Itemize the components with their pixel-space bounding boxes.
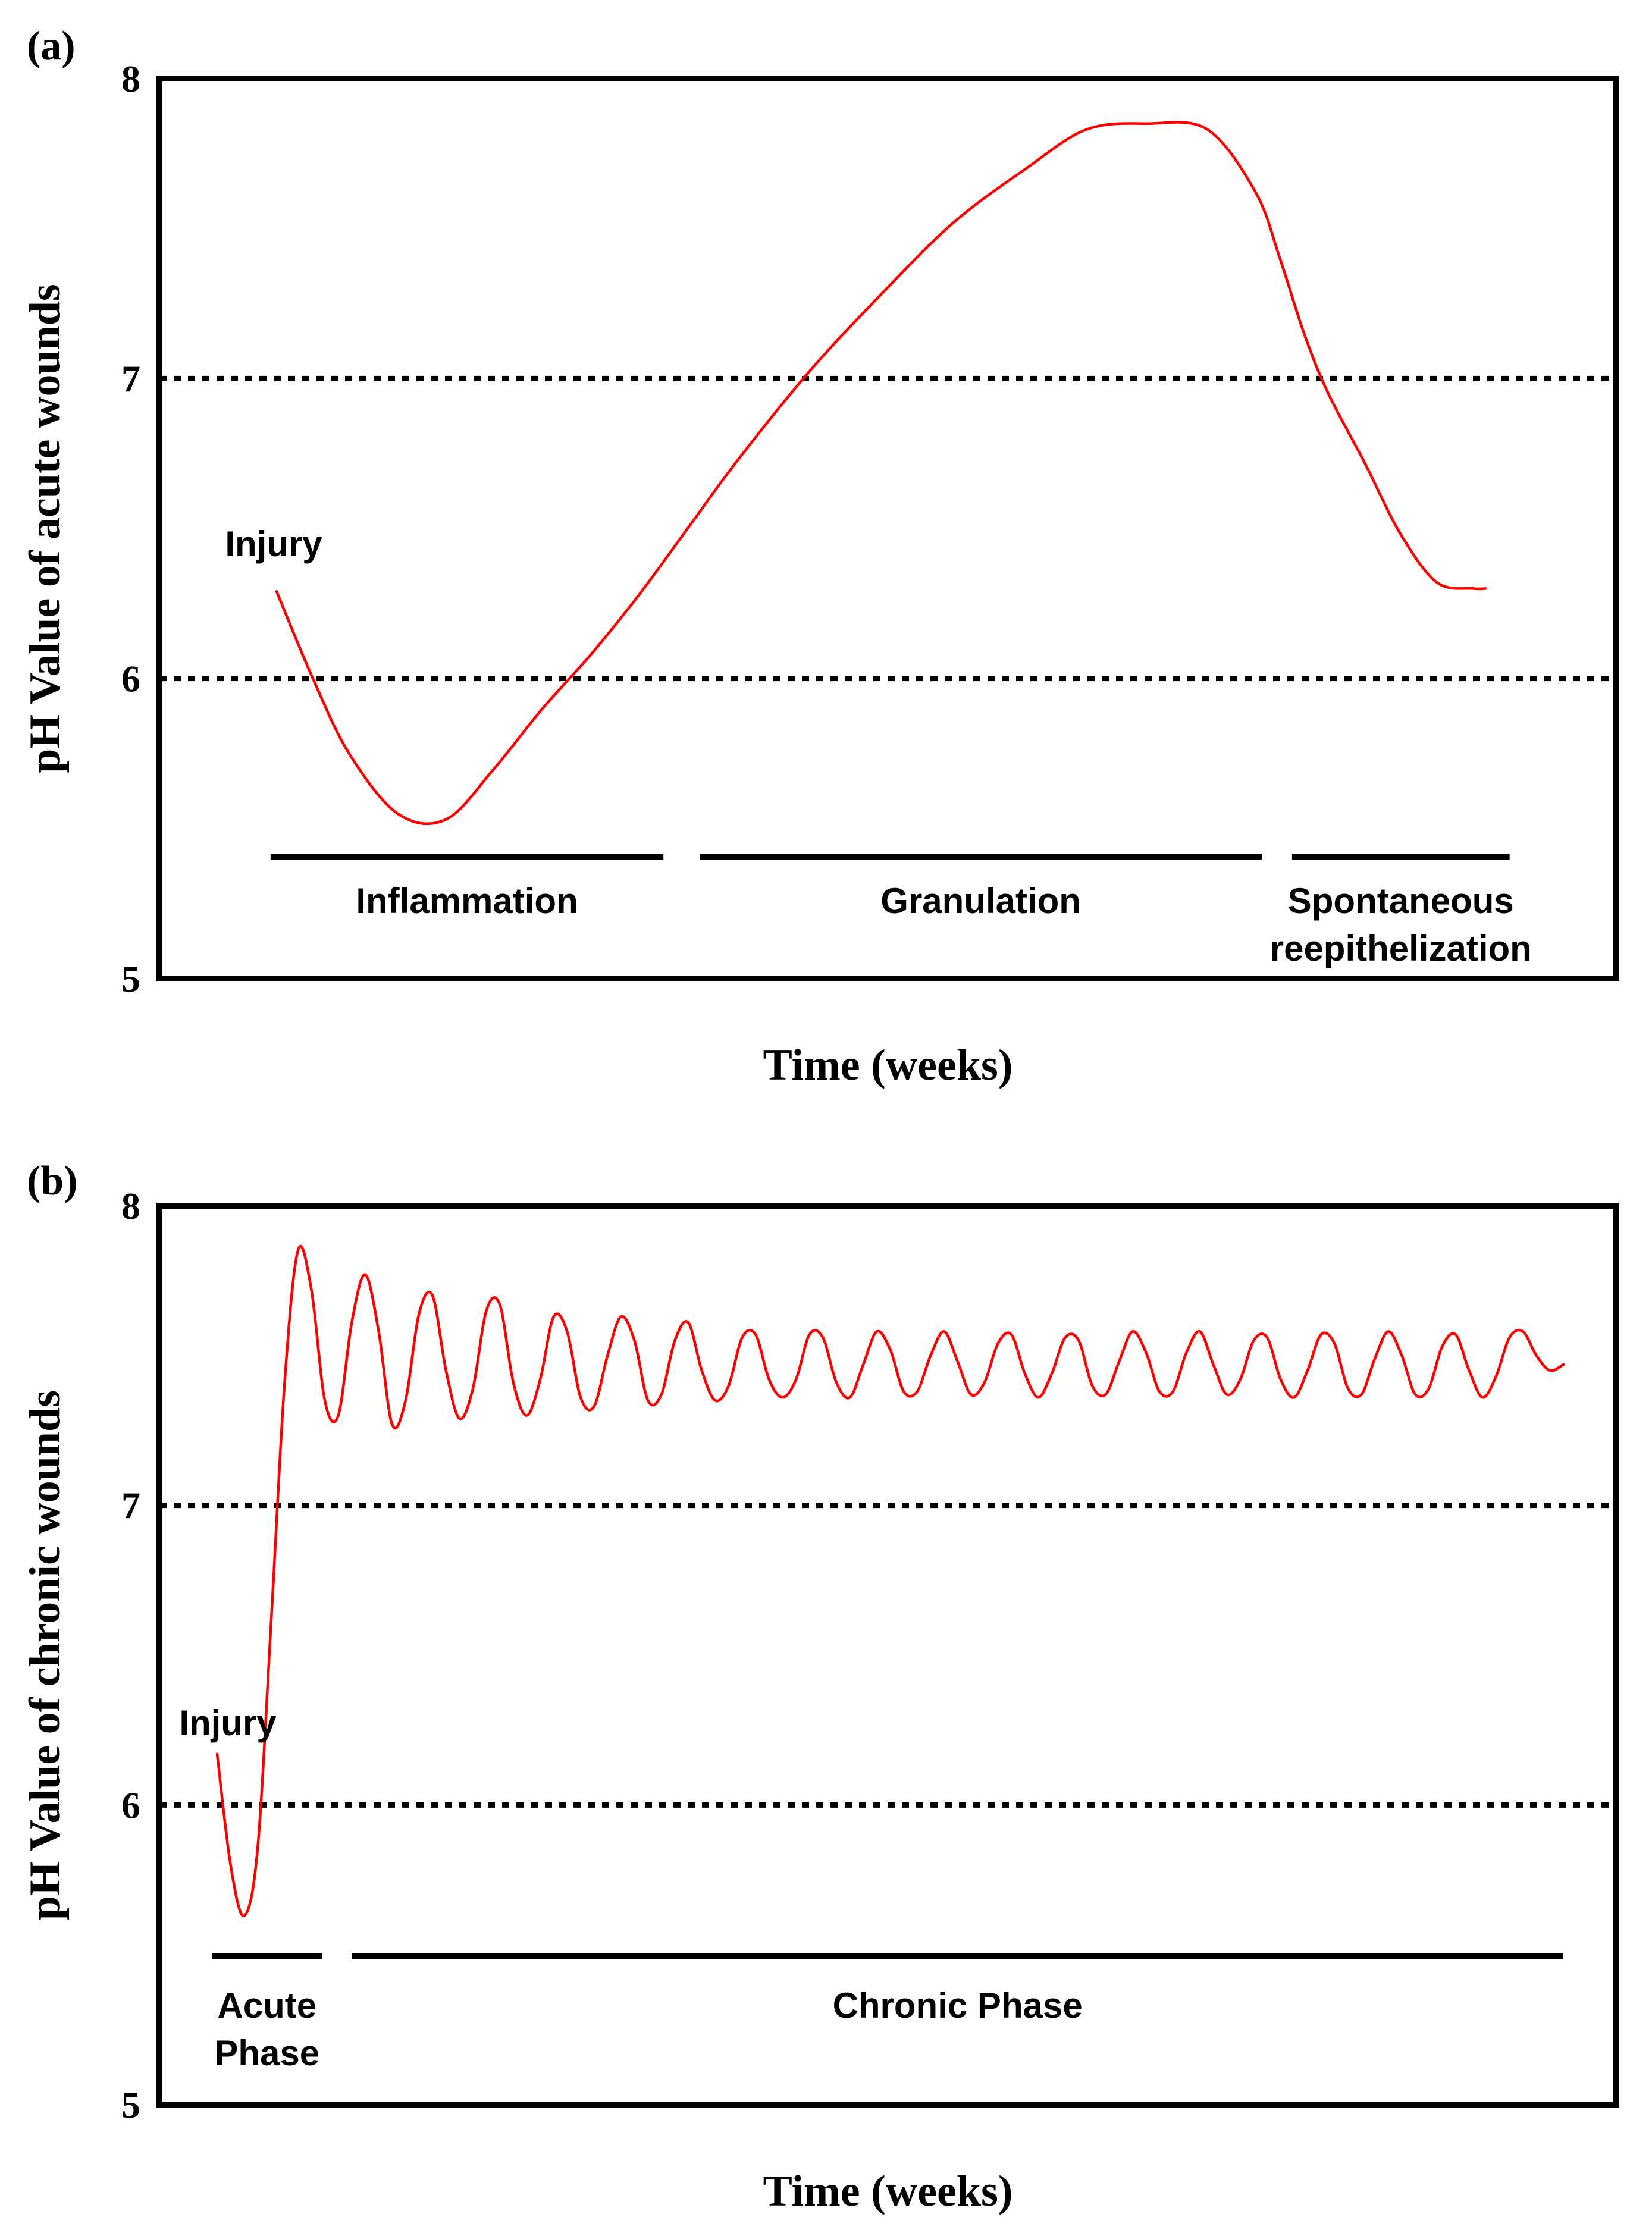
series-line-chronic-wound-pH	[215, 1244, 1565, 1917]
injury-annotation: Injury	[179, 1703, 277, 1743]
panel-label: (a)	[27, 23, 76, 69]
plot-frame	[156, 1203, 1619, 2108]
phase-label: Inflammation	[356, 881, 578, 921]
x-axis-title: Time (weeks)	[763, 1041, 1013, 1090]
phase-label: Granulation	[880, 881, 1081, 921]
phase-label: Acute	[217, 1986, 316, 2025]
y-axis-title: pH Value of chronic wounds	[21, 1390, 70, 1920]
plot-frame	[156, 76, 1619, 981]
y-axis-title: pH Value of acute wounds	[21, 284, 70, 773]
chart-panel-b: 8 7 6 5 (b) Time (weeks) pH Value of chronic w…	[21, 1158, 1619, 2216]
series-line-acute-wound-pH	[275, 121, 1487, 826]
y-tick-label: 7	[121, 1485, 140, 1527]
phase-label: Chronic Phase	[833, 1986, 1083, 2025]
y-tick-label: 8	[121, 1185, 140, 1227]
y-tick-label: 7	[121, 357, 140, 400]
y-tick-label: 8	[121, 58, 140, 100]
y-tick-label: 5	[121, 2084, 140, 2126]
phase-label: reepithelization	[1270, 929, 1532, 968]
phase-label: Spontaneous	[1288, 881, 1514, 921]
chart-panel-a: 8 7 6 5 (a) Time (weeks) pH Value of acute wou…	[21, 23, 1619, 1090]
panel-label: (b)	[27, 1158, 78, 1204]
y-tick-label: 6	[121, 1784, 140, 1826]
phase-label: Phase	[214, 2033, 319, 2073]
y-tick-label: 6	[121, 658, 140, 700]
x-axis-title: Time (weeks)	[763, 2167, 1013, 2216]
injury-annotation: Injury	[225, 524, 322, 564]
y-tick-label: 5	[121, 958, 140, 1000]
